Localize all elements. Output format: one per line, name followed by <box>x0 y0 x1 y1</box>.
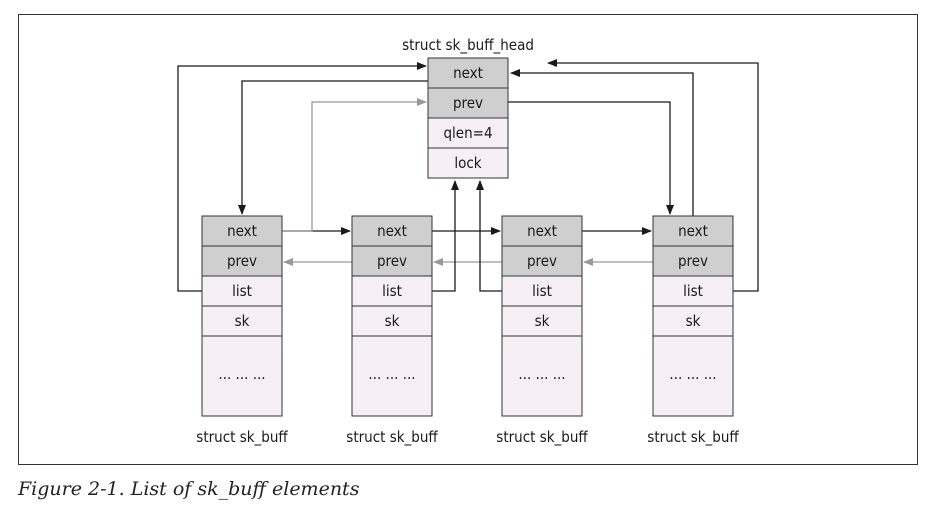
node-3-field-label-0: next <box>678 222 708 240</box>
node-0-field-1: prev <box>201 245 283 277</box>
node-3-field-4: ... ... ... <box>652 335 734 417</box>
node4-list-arrow <box>547 59 759 292</box>
node-2-field-label-4: ... ... ... <box>518 365 565 383</box>
node-3-field-1: prev <box>652 245 734 277</box>
node-0-field-label-1: prev <box>227 252 257 270</box>
sk-buff-node-caption-2: struct sk_buff <box>346 428 438 447</box>
node-3-field-0: next <box>652 215 734 247</box>
node-0-field-label-0: next <box>227 222 257 240</box>
head-field-1: prev <box>427 87 509 119</box>
node-0-field-label-4: ... ... ... <box>218 365 265 383</box>
node1-list-arrow <box>177 62 427 292</box>
node-3-field-3: sk <box>652 305 734 337</box>
sk-buff-node-3: next prev list sk ... ... ... struct sk_buff <box>496 215 588 447</box>
sk-buff-node-caption-4: struct sk_buff <box>647 428 739 447</box>
head-field-3: lock <box>427 147 509 179</box>
pointer-arrows <box>177 59 759 292</box>
node-1-field-2: list <box>351 275 433 307</box>
node-0-field-2: list <box>201 275 283 307</box>
node-3-field-label-3: sk <box>686 312 701 330</box>
node-2-field-2: list <box>501 275 583 307</box>
node-2-field-label-3: sk <box>535 312 550 330</box>
node-1-field-4: ... ... ... <box>351 335 433 417</box>
node-0-field-label-3: sk <box>235 312 250 330</box>
node2-list-arrow <box>432 180 459 292</box>
node-3-field-label-4: ... ... ... <box>669 365 716 383</box>
head-field-label-0: next <box>453 64 483 82</box>
sk-buff-node-4: next prev list sk ... ... ... struct sk_buff <box>647 215 739 447</box>
node-2-field-label-2: list <box>532 282 552 300</box>
node-1-field-label-0: next <box>377 222 407 240</box>
sk-buff-node-1: next prev list sk ... ... ... struct sk_buff <box>196 215 288 447</box>
node-0-field-0: next <box>201 215 283 247</box>
head-field-label-2: qlen=4 <box>443 124 492 142</box>
node-0-field-4: ... ... ... <box>201 335 283 417</box>
figure-caption: Figure 2-1. List of sk_buff elements <box>18 478 360 500</box>
node-1-field-label-3: sk <box>385 312 400 330</box>
node3-list-arrow <box>476 180 502 292</box>
node-2-field-3: sk <box>501 305 583 337</box>
sk-buff-head: struct sk_buff_head next prev qlen=4 lock <box>402 36 534 179</box>
node-1-field-0: next <box>351 215 433 247</box>
node-3-field-label-2: list <box>683 282 703 300</box>
node-3-field-2: list <box>652 275 734 307</box>
node1-prev-to-head-arrow <box>282 98 427 232</box>
sk-buff-node-2: next prev list sk ... ... ... struct sk_buff <box>346 215 438 447</box>
sk-buff-node-caption-1: struct sk_buff <box>196 428 288 447</box>
head-field-2: qlen=4 <box>427 117 509 149</box>
node-1-field-label-4: ... ... ... <box>368 365 415 383</box>
node-2-field-label-1: prev <box>527 252 557 270</box>
head-next-arrow <box>238 80 428 215</box>
node-2-field-1: prev <box>501 245 583 277</box>
node-0-field-3: sk <box>201 305 283 337</box>
node-1-field-3: sk <box>351 305 433 337</box>
node-1-field-label-2: list <box>382 282 402 300</box>
node4-next-to-head-arrow <box>510 69 694 216</box>
node-2-field-4: ... ... ... <box>501 335 583 417</box>
head-prev-arrow <box>508 101 674 215</box>
node-3-field-label-1: prev <box>678 252 708 270</box>
node-1-field-1: prev <box>351 245 433 277</box>
node-2-field-0: next <box>501 215 583 247</box>
head-field-0: next <box>427 57 509 89</box>
node-2-field-label-0: next <box>527 222 557 240</box>
sk-buff-node-caption-3: struct sk_buff <box>496 428 588 447</box>
head-field-label-1: prev <box>453 94 483 112</box>
sk-buff-list-diagram: struct sk_buff_head next prev qlen=4 lock n… <box>177 36 759 447</box>
node-0-field-label-2: list <box>232 282 252 300</box>
sk-buff-head-title: struct sk_buff_head <box>402 36 534 55</box>
node-1-field-label-1: prev <box>377 252 407 270</box>
head-field-label-3: lock <box>454 154 481 172</box>
